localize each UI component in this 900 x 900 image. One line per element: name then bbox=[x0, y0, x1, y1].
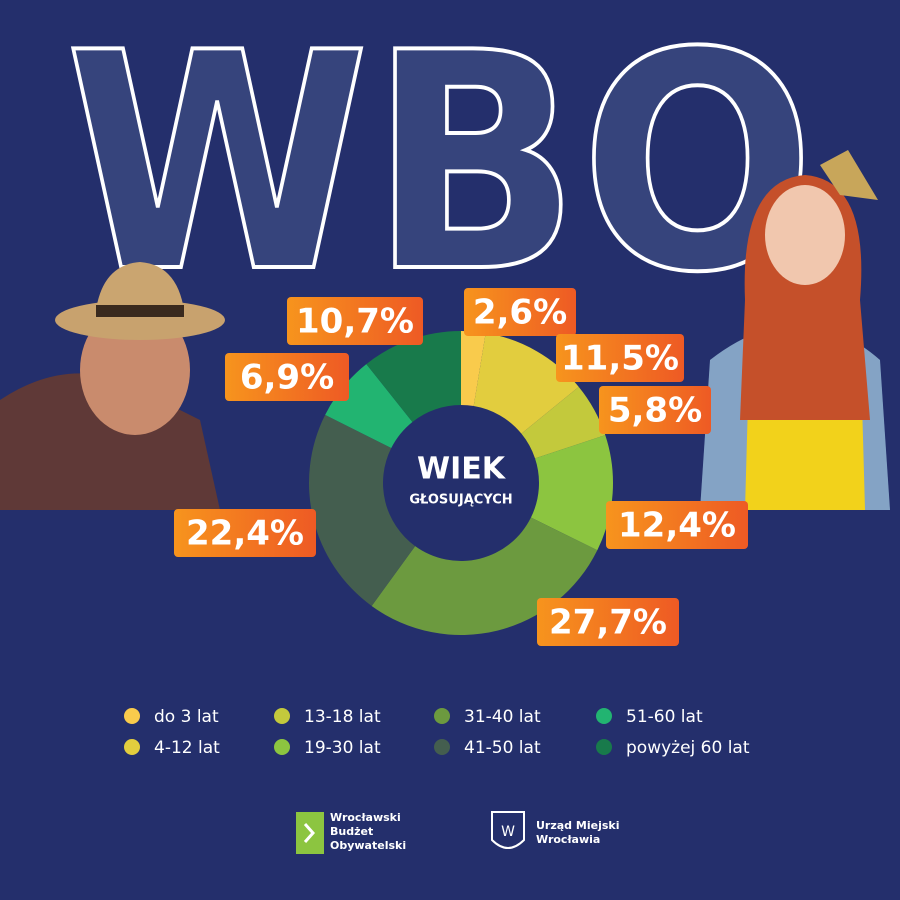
legend-swatch bbox=[596, 708, 612, 724]
value-label-box bbox=[225, 353, 349, 401]
value-label: 12,4% bbox=[618, 506, 736, 546]
legend-swatch bbox=[434, 708, 450, 724]
value-label-box bbox=[287, 297, 423, 345]
legend-swatch bbox=[596, 739, 612, 755]
legend-swatch bbox=[274, 739, 290, 755]
donut-segment bbox=[366, 331, 461, 422]
portrait-right bbox=[700, 150, 890, 510]
value-label-box bbox=[556, 334, 684, 382]
logo-text: Urząd Miejski bbox=[536, 819, 619, 832]
legend-swatch bbox=[124, 739, 140, 755]
legend-swatch bbox=[124, 708, 140, 724]
value-label-box bbox=[537, 598, 679, 646]
value-label: 5,8% bbox=[608, 391, 702, 431]
value-label: 27,7% bbox=[549, 603, 667, 643]
logo-text: Obywatelski bbox=[330, 839, 406, 852]
value-label-box bbox=[464, 288, 576, 336]
chart-title: WBO bbox=[65, 0, 815, 338]
donut-segment bbox=[309, 414, 416, 606]
logo-city: W bbox=[491, 811, 525, 849]
logo-wbo bbox=[296, 812, 324, 854]
legend-label: 13-18 lat bbox=[304, 707, 381, 727]
value-label-box bbox=[174, 509, 316, 557]
legend-label: 19-30 lat bbox=[304, 738, 381, 758]
donut-segment bbox=[530, 435, 613, 551]
donut-segment bbox=[461, 331, 486, 407]
value-labels: 2,6% 11,5% 5,8% 12,4% 27,7% 22,4% 6,9% 10,7% bbox=[174, 288, 748, 646]
legend-swatch bbox=[434, 739, 450, 755]
value-label-box bbox=[599, 386, 711, 434]
value-label-box bbox=[606, 501, 748, 549]
value-label: 11,5% bbox=[561, 339, 679, 379]
svg-text:W: W bbox=[501, 824, 515, 840]
portrait-left bbox=[0, 262, 225, 510]
legend-swatch bbox=[274, 708, 290, 724]
legend-label: 51-60 lat bbox=[626, 707, 703, 727]
legend-label: 4-12 lat bbox=[154, 738, 220, 758]
center-title: WIEK bbox=[417, 452, 507, 487]
donut-segment bbox=[473, 333, 579, 434]
value-label: 22,4% bbox=[186, 514, 304, 554]
donut-segment bbox=[521, 386, 606, 459]
legend-label: powyżej 60 lat bbox=[626, 738, 750, 758]
value-label: 10,7% bbox=[296, 302, 414, 342]
value-label: 2,6% bbox=[473, 293, 567, 333]
legend: do 3 lat 4-12 lat 13-18 lat 19-30 lat 31-40 … bbox=[124, 707, 750, 758]
value-label: 6,9% bbox=[240, 358, 334, 398]
logo-text: Wrocławia bbox=[536, 833, 600, 846]
donut bbox=[309, 331, 613, 635]
legend-label: 31-40 lat bbox=[464, 707, 541, 727]
logo-text: Budżet bbox=[330, 825, 373, 838]
legend-label: 41-50 lat bbox=[464, 738, 541, 758]
legend-label: do 3 lat bbox=[154, 707, 219, 727]
center-subtitle: GŁOSUJĄCYCH bbox=[409, 493, 512, 508]
logo-text: Wrocławski bbox=[330, 811, 401, 824]
